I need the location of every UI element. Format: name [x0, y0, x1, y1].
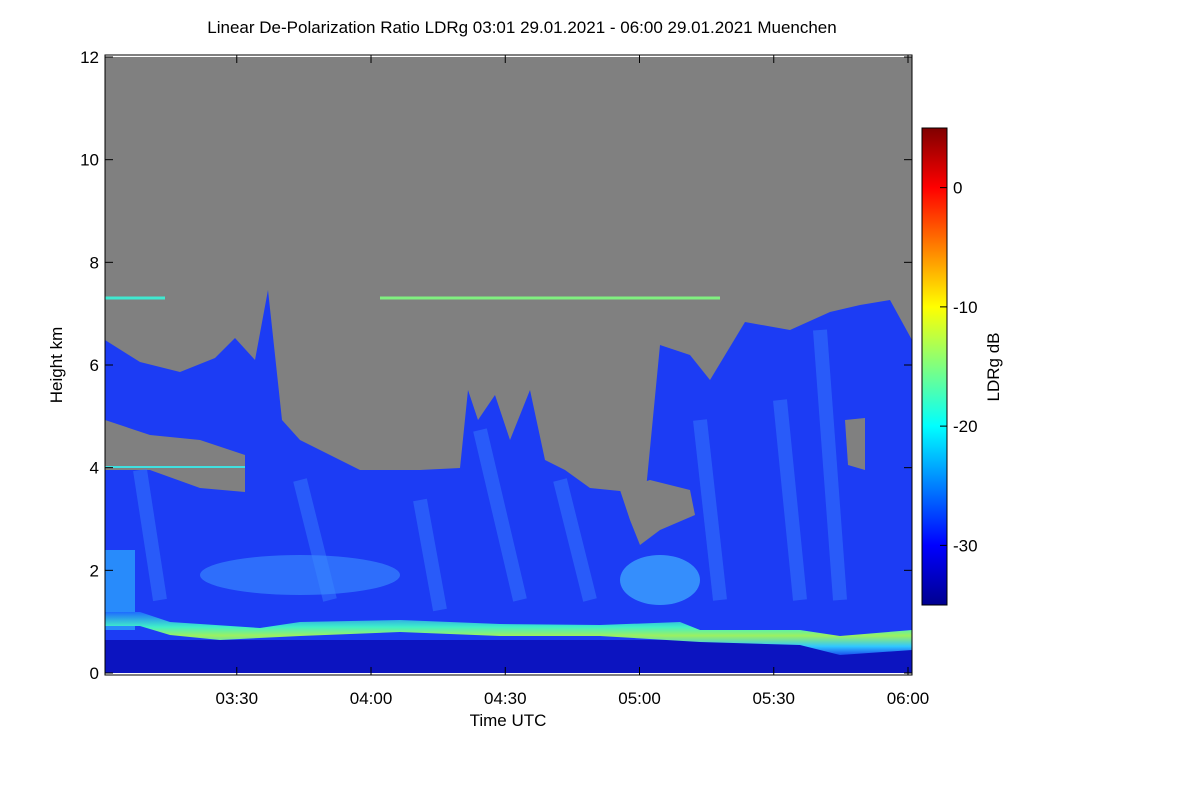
y-tick-label: 6	[90, 356, 99, 375]
x-axis-label: Time UTC	[470, 711, 547, 730]
colorbar-tick-label: -20	[953, 417, 978, 436]
missing-patch	[845, 418, 865, 470]
y-tick-label: 10	[80, 151, 99, 170]
y-tick-label: 12	[80, 48, 99, 67]
colorbar-tick-label: -30	[953, 536, 978, 555]
x-tick-label: 06:00	[887, 689, 930, 708]
x-tick-label: 05:30	[752, 689, 795, 708]
colorbar-tick-label: -10	[953, 298, 978, 317]
y-tick-label: 0	[90, 664, 99, 683]
y-tick-label: 2	[90, 561, 99, 580]
missing-patch	[105, 420, 245, 492]
texture	[133, 329, 847, 612]
y-tick-label: 4	[90, 459, 99, 478]
colorbar	[921, 127, 948, 606]
low-layer	[105, 640, 912, 673]
x-tick-label: 04:30	[484, 689, 527, 708]
colorbar-label: LDRg dB	[984, 333, 1003, 402]
y-axis-label: Height km	[47, 327, 66, 404]
boundary-layer	[105, 612, 912, 655]
missing-patch	[620, 480, 695, 545]
heatmap	[105, 57, 912, 673]
texture	[200, 555, 400, 595]
y-tick-label: 8	[90, 253, 99, 272]
colorbar-tick-label: 0	[953, 179, 962, 198]
x-tick-label: 04:00	[350, 689, 393, 708]
chart-title: Linear De-Polarization Ratio LDRg 03:01 …	[207, 18, 836, 37]
x-tick-label: 05:00	[618, 689, 661, 708]
texture	[620, 555, 700, 605]
x-tick-label: 03:30	[215, 689, 258, 708]
